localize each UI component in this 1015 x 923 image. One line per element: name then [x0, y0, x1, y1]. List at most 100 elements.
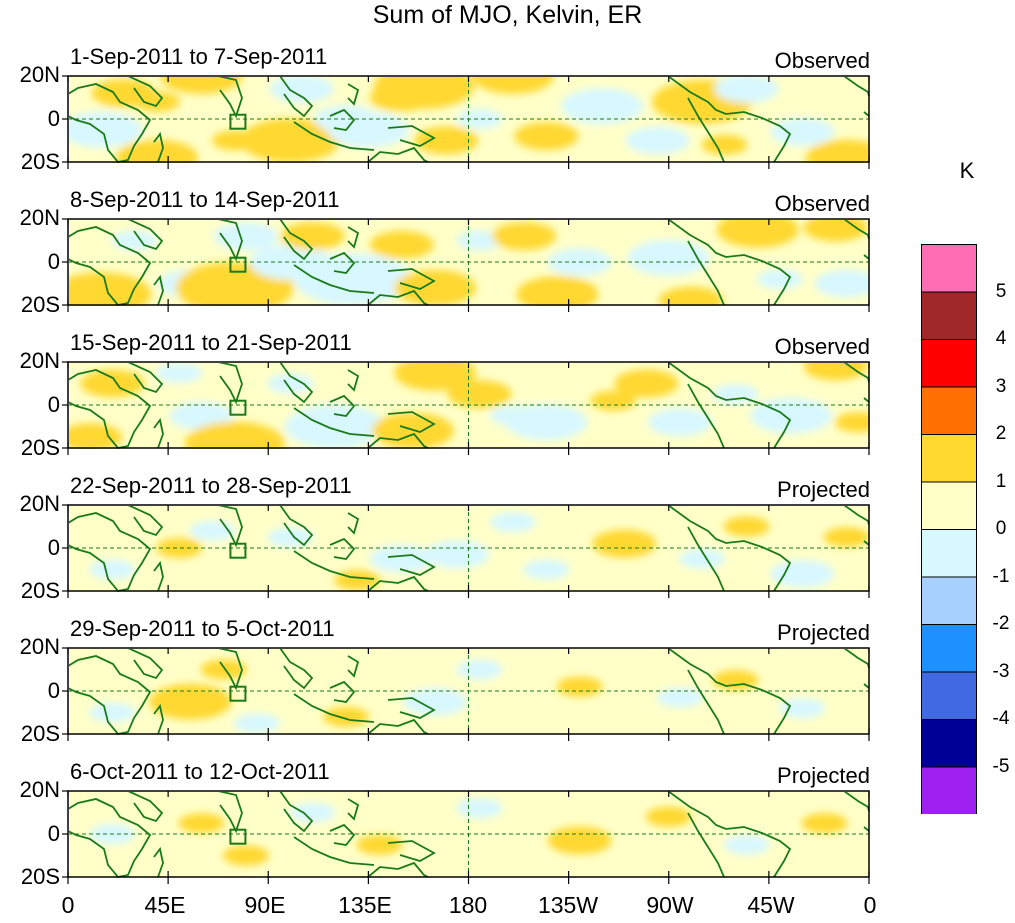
anomaly-contour [659, 286, 723, 306]
coastline [687, 669, 725, 735]
coastline [218, 792, 243, 834]
anomaly-contour [723, 834, 770, 855]
coastline [863, 540, 870, 546]
coastline [153, 131, 164, 163]
x-label-135w: 135W [537, 892, 599, 918]
coastline [218, 77, 243, 119]
panel-type-label: Projected [777, 763, 870, 788]
anomaly-contour [80, 369, 145, 398]
colorbar [921, 244, 977, 814]
x-label-135e: 135E [338, 892, 392, 918]
coastline [387, 125, 436, 147]
colorbar-tick-label: 5 [995, 280, 1007, 302]
coastline [347, 512, 360, 535]
coastline [69, 369, 152, 449]
anomaly-contour [716, 220, 799, 248]
y-label-20s: 20S [20, 292, 60, 317]
coastline [279, 649, 314, 690]
anomaly-contour [456, 659, 503, 680]
anomaly-contour [492, 222, 557, 251]
anomaly-contour [369, 544, 434, 573]
coastline [687, 812, 725, 878]
region-box [229, 256, 247, 273]
y-label-20n: 20N [19, 205, 60, 230]
coastline [329, 537, 356, 560]
anomaly-contour [523, 559, 570, 580]
colorbar-cell [921, 529, 977, 578]
anomaly-contour [472, 77, 554, 94]
y-label-20n: 20N [19, 348, 60, 373]
y-label-20n: 20N [19, 777, 60, 802]
coastline [128, 363, 164, 394]
coastline [329, 680, 356, 703]
anomaly-contour [184, 421, 285, 449]
anomaly-contour [592, 529, 657, 558]
anomaly-contour [414, 126, 479, 155]
anomaly-contour [200, 659, 247, 680]
coastline [329, 394, 356, 417]
coastline [387, 268, 436, 290]
coastline [667, 506, 792, 592]
region-box [229, 685, 247, 702]
coastline [863, 826, 870, 832]
coastline [667, 649, 792, 735]
anomaly-contour [556, 676, 603, 697]
anomaly-contour [374, 77, 474, 109]
anomaly-contour [645, 806, 692, 827]
coastline [128, 649, 164, 680]
panel-date-range: 6-Oct-2011 to 12-Oct-2011 [70, 759, 330, 784]
x-label-90e: 90E [244, 892, 286, 918]
panel-date-range: 29-Sep-2011 to 5-Oct-2011 [70, 616, 335, 641]
anomaly-contour [514, 122, 579, 151]
coastline [218, 506, 243, 548]
coastline [667, 792, 792, 878]
anomaly-contour [757, 269, 803, 290]
map-panel-5 [62, 647, 870, 741]
coastline [153, 560, 164, 592]
coastline [667, 77, 792, 163]
anomaly-contour [240, 118, 341, 163]
anomaly-contour [750, 397, 833, 434]
y-label-20s: 20S [20, 721, 60, 746]
coastline [329, 823, 356, 846]
anomaly-contour [814, 269, 870, 298]
anomaly-contour [89, 559, 136, 580]
anomaly-contour [801, 813, 848, 834]
region-box [229, 542, 247, 559]
anomaly-contour [425, 540, 490, 569]
colorbar-tick-label: -5 [992, 755, 1010, 777]
anomaly-contour [169, 401, 234, 430]
colorbar-cell [921, 386, 977, 435]
coastline [128, 792, 164, 823]
colorbar-cell [921, 244, 977, 293]
region-box [229, 399, 247, 416]
colorbar-cell [921, 766, 977, 814]
y-label-20n: 20N [19, 634, 60, 659]
x-label-90w: 90W [646, 892, 694, 918]
y-label-20s: 20S [20, 864, 60, 889]
region-box [229, 113, 247, 130]
anomaly-contour [160, 77, 243, 94]
x-label-180: 180 [448, 892, 488, 918]
coastline [279, 220, 314, 261]
anomaly-contour [679, 548, 726, 569]
anomaly-contour [156, 538, 203, 558]
colorbar-cell [921, 291, 977, 340]
x-label-0: 0 [61, 892, 75, 918]
coastline [367, 718, 429, 735]
anomaly-contour [614, 369, 679, 398]
colorbar-cell [921, 576, 977, 625]
panel-date-range: 22-Sep-2011 to 28-Sep-2011 [70, 473, 352, 498]
coastline [329, 108, 356, 131]
y-label-0: 0 [47, 106, 60, 131]
panel-date-range: 8-Sep-2011 to 14-Sep-2011 [70, 187, 340, 212]
panel-date-range: 15-Sep-2011 to 21-Sep-2011 [70, 330, 352, 355]
anomaly-contour [770, 559, 835, 588]
coastline [347, 655, 360, 678]
anomaly-contour [280, 222, 345, 251]
anomaly-contour [625, 126, 690, 155]
anomaly-contour [267, 373, 314, 394]
coastline [218, 363, 243, 405]
anomaly-contour [561, 88, 643, 125]
coastline [69, 798, 152, 878]
